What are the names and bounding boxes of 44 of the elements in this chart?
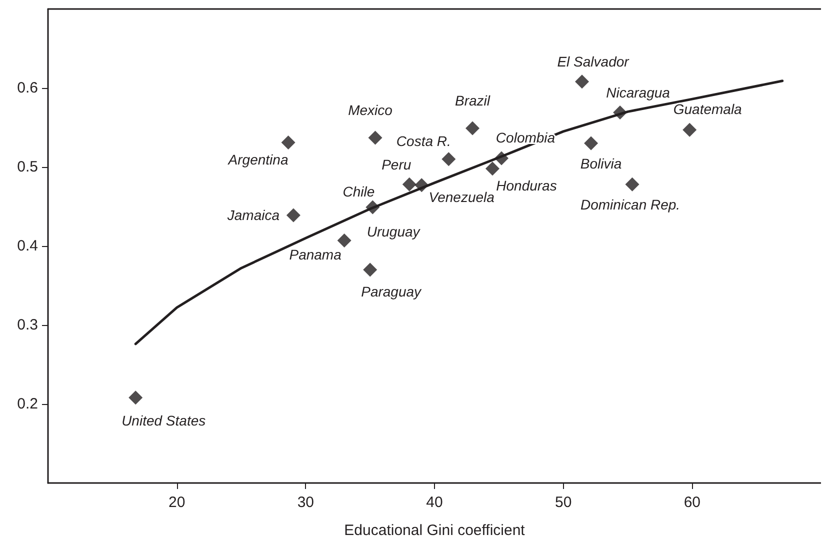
annotation: Chile xyxy=(342,183,375,200)
annotation: Brazil xyxy=(455,92,491,108)
y-tick-label: 0.3 xyxy=(17,316,38,334)
y-tick-label: 0.2 xyxy=(17,396,38,412)
point xyxy=(625,177,640,192)
annotation: El Salvador xyxy=(557,54,630,70)
annotation: Guatemala xyxy=(673,100,742,117)
point xyxy=(584,136,598,150)
annotation: Panama xyxy=(289,246,342,262)
annotation: Venezuela xyxy=(428,189,495,206)
point xyxy=(281,136,296,150)
annotation: Mexico xyxy=(348,102,393,118)
point xyxy=(682,122,697,137)
x-tick-label: 20 xyxy=(168,494,186,511)
annotation: Costa R. xyxy=(396,133,451,150)
annotation: United States xyxy=(122,412,206,429)
point xyxy=(485,162,500,176)
point xyxy=(368,130,382,145)
point xyxy=(363,262,378,277)
x-tick-label: 60 xyxy=(684,494,701,511)
x-tick-label: 40 xyxy=(426,494,443,511)
annotation: Paraguay xyxy=(361,284,422,300)
annotation: Uruguay xyxy=(366,223,421,240)
point xyxy=(442,152,456,166)
annotation: Nicaragua xyxy=(606,84,670,100)
annotation: Jamaica xyxy=(226,207,280,224)
point xyxy=(286,208,300,222)
x-axis-title: Educational Gini coefficient xyxy=(344,522,526,539)
line-series xyxy=(134,80,784,346)
x-tick-label: 50 xyxy=(554,494,572,511)
point xyxy=(337,233,352,248)
y-tick-label: 0.5 xyxy=(17,158,38,176)
annotation: Argentina xyxy=(227,152,288,168)
point xyxy=(575,74,590,89)
annotation: Peru xyxy=(382,156,412,172)
annotation: Bolivia xyxy=(580,155,622,172)
annotation: Honduras xyxy=(496,178,557,194)
point xyxy=(466,121,480,136)
point xyxy=(402,177,416,192)
y-tick-label: 0.4 xyxy=(17,238,38,254)
y-tick-label: 0.6 xyxy=(17,80,38,96)
annotation: Dominican Rep. xyxy=(580,196,680,212)
x-tick-label: 30 xyxy=(297,494,314,511)
point xyxy=(128,390,143,405)
